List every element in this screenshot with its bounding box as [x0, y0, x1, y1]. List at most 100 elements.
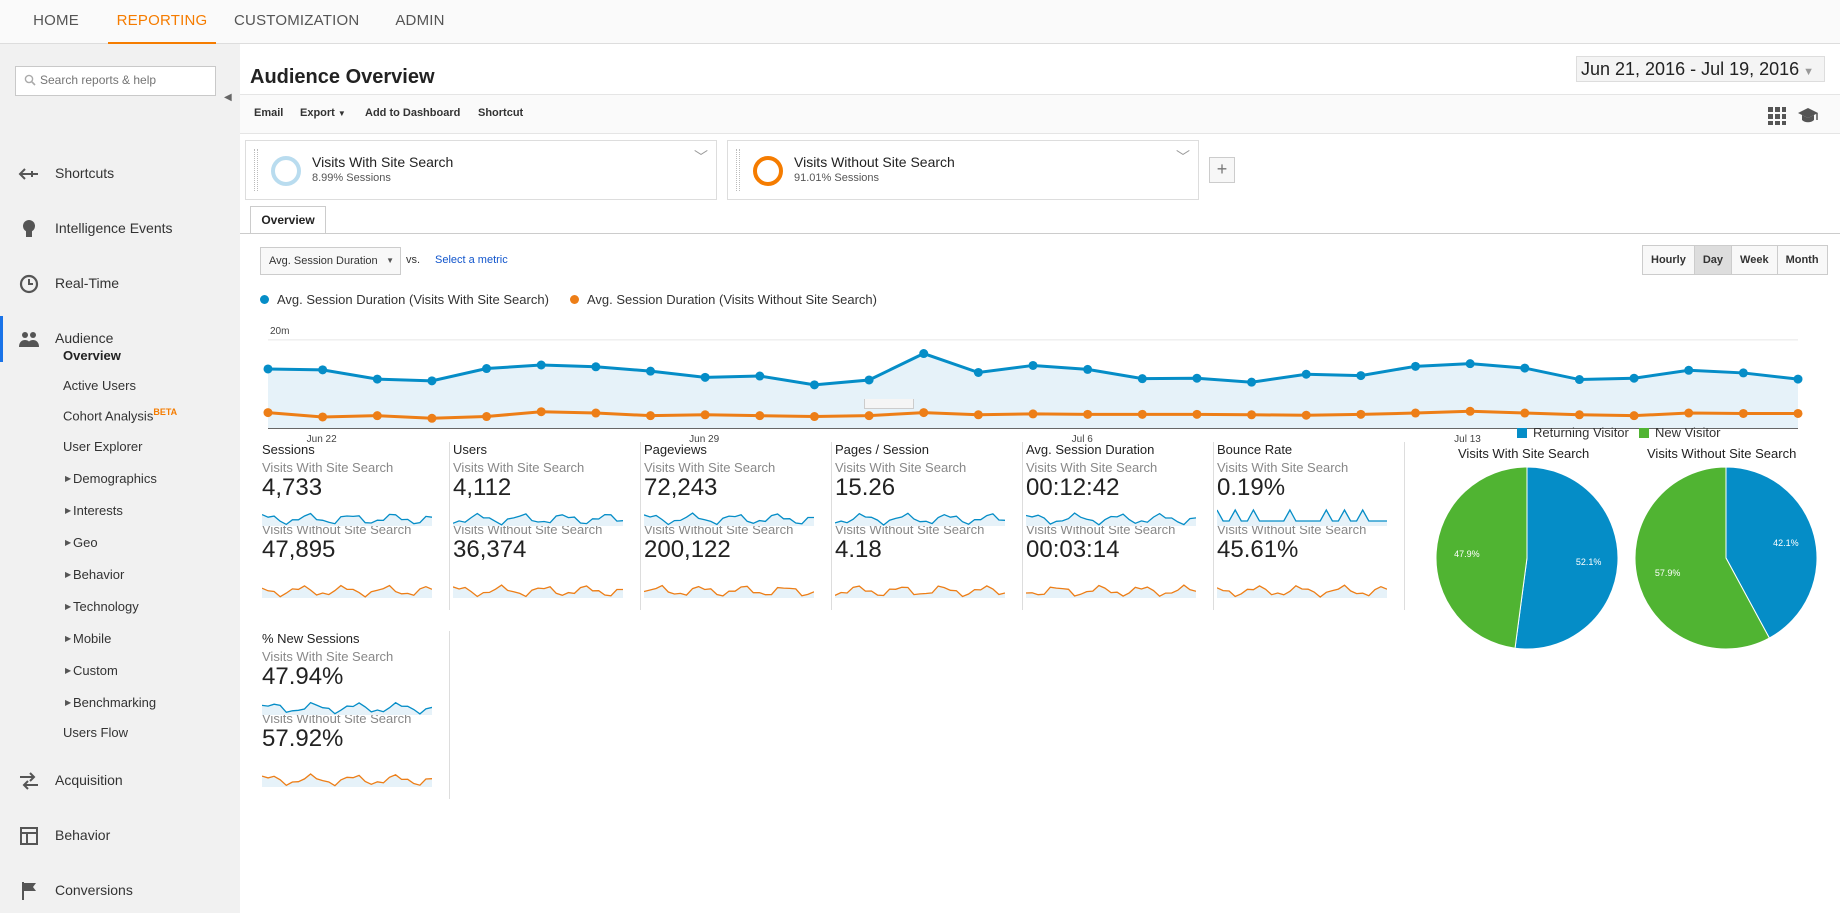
data-point[interactable]	[536, 360, 546, 370]
customize-grid-icon[interactable]	[1767, 106, 1787, 126]
chevron-down-icon[interactable]: ﹀	[694, 149, 708, 165]
sidebar-item-real-time[interactable]: Real-Time	[0, 261, 240, 307]
sidebar-subitem-custom[interactable]: ▶ Custom	[65, 663, 118, 678]
pie-slice-new[interactable]	[1435, 466, 1528, 649]
data-point[interactable]	[1137, 374, 1147, 384]
data-point[interactable]	[755, 411, 765, 421]
data-point[interactable]	[372, 374, 382, 384]
data-point[interactable]	[700, 410, 710, 420]
data-point[interactable]	[1629, 373, 1639, 383]
data-point[interactable]	[646, 366, 655, 376]
data-point[interactable]	[318, 412, 328, 422]
granularity-month-button[interactable]: Month	[1785, 254, 1819, 266]
add-segment-button[interactable]: +	[1209, 157, 1235, 183]
sidebar-subitem-demographics[interactable]: ▶ Demographics	[65, 471, 157, 486]
data-point[interactable]	[1465, 406, 1475, 416]
sidebar-subitem-user-explorer[interactable]: User Explorer	[63, 439, 143, 454]
sidebar-subitem-active-users[interactable]: Active Users	[63, 378, 136, 393]
data-point[interactable]	[973, 367, 983, 377]
data-point[interactable]	[1192, 373, 1202, 383]
data-point[interactable]	[1793, 374, 1803, 384]
data-point[interactable]	[864, 375, 874, 385]
metric-card[interactable]: % New Sessions Visits With Site Search 47.…	[260, 631, 450, 799]
data-point[interactable]	[973, 410, 983, 420]
data-point[interactable]	[591, 362, 601, 372]
metric-card[interactable]: Users Visits With Site Search 4,112 Visits …	[451, 442, 641, 610]
data-point[interactable]	[1411, 361, 1420, 371]
data-point[interactable]	[755, 371, 765, 381]
data-point[interactable]	[1738, 408, 1748, 418]
data-point[interactable]	[536, 407, 546, 417]
data-point[interactable]	[372, 411, 382, 421]
data-point[interactable]	[700, 372, 710, 382]
data-point[interactable]	[919, 349, 929, 359]
data-point[interactable]	[591, 408, 601, 418]
data-point[interactable]	[1083, 364, 1093, 374]
data-point[interactable]	[1028, 360, 1038, 370]
chart-resize-handle[interactable]	[864, 399, 914, 409]
data-point[interactable]	[919, 408, 929, 418]
chart-legend-item[interactable]: Avg. Session Duration (Visits Without Si…	[570, 292, 877, 307]
pie-slice-returning[interactable]	[1725, 466, 1818, 639]
chevron-down-icon[interactable]: ﹀	[1176, 149, 1190, 165]
sidebar-item-shortcuts[interactable]: Shortcuts	[0, 151, 240, 197]
segment-card-without-site-search[interactable]: Visits Without Site Search 91.01% Sessio…	[727, 140, 1199, 200]
data-point[interactable]	[809, 380, 819, 390]
shortcut-button[interactable]: Shortcut	[478, 107, 524, 119]
select-metric-link[interactable]: Select a metric	[435, 254, 508, 266]
data-point[interactable]	[809, 412, 819, 422]
data-point[interactable]	[1301, 369, 1311, 379]
sidebar-item-audience[interactable]: Audience	[0, 316, 240, 362]
sidebar-subitem-interests[interactable]: ▶ Interests	[65, 503, 123, 518]
data-point[interactable]	[482, 364, 492, 374]
data-point[interactable]	[1629, 411, 1639, 421]
email-button[interactable]: Email	[254, 107, 284, 119]
metric-select[interactable]: Avg. Session Duration ▼	[260, 247, 401, 275]
export-button[interactable]: Export ▼	[300, 107, 346, 119]
add-to-dashboard-button[interactable]: Add to Dashboard	[365, 107, 461, 119]
data-point[interactable]	[1411, 408, 1420, 418]
data-point[interactable]	[1356, 409, 1366, 419]
pie-slice-new[interactable]	[1634, 466, 1771, 650]
metric-card[interactable]: Sessions Visits With Site Search 4,733 Visi…	[260, 442, 450, 610]
sidebar-subitem-technology[interactable]: ▶ Technology	[65, 599, 139, 614]
metric-card[interactable]: Bounce Rate Visits With Site Search 0.19% V…	[1215, 442, 1405, 610]
data-point[interactable]	[263, 364, 273, 374]
data-point[interactable]	[1684, 408, 1694, 418]
data-point[interactable]	[1520, 363, 1530, 373]
data-point[interactable]	[318, 365, 328, 375]
data-point[interactable]	[1137, 409, 1147, 419]
date-range-picker[interactable]: Jun 21, 2016 - Jul 19, 2016 ▼	[1576, 56, 1826, 82]
sidebar-subitem-geo[interactable]: ▶ Geo	[65, 535, 98, 550]
data-point[interactable]	[1028, 409, 1038, 419]
data-point[interactable]	[1083, 409, 1093, 419]
tab-customization[interactable]: CUSTOMIZATION	[234, 12, 360, 29]
sidebar-subitem-users-flow[interactable]: Users Flow	[63, 725, 129, 740]
tab-overview[interactable]: Overview	[250, 206, 326, 234]
data-point[interactable]	[1356, 371, 1366, 381]
sidebar-subitem-overview[interactable]: Overview	[63, 348, 121, 363]
tab-admin[interactable]: ADMIN	[395, 12, 445, 29]
sidebar-item-conversions[interactable]: Conversions	[0, 868, 240, 914]
pie-slice-returning[interactable]	[1514, 466, 1619, 650]
drag-handle[interactable]	[254, 149, 258, 191]
sidebar-item-intelligence-events[interactable]: Intelligence Events	[0, 206, 240, 252]
collapse-sidebar-icon[interactable]: ◀	[224, 92, 232, 103]
sidebar-subitem-benchmarking[interactable]: ▶ Benchmarking	[65, 695, 156, 710]
sidebar-item-acquisition[interactable]: Acquisition	[0, 758, 240, 804]
sidebar-item-behavior[interactable]: Behavior	[0, 813, 240, 859]
data-point[interactable]	[1192, 409, 1202, 419]
sidebar-subitem-cohort-analysis[interactable]: Cohort AnalysisBETA	[63, 407, 177, 423]
search-box[interactable]	[15, 66, 216, 96]
sidebar-subitem-behavior[interactable]: ▶ Behavior	[65, 567, 124, 582]
data-point[interactable]	[1465, 359, 1475, 369]
data-point[interactable]	[1574, 375, 1584, 385]
data-point[interactable]	[1738, 368, 1748, 378]
metric-card[interactable]: Pages / Session Visits With Site Search 15…	[833, 442, 1023, 610]
data-point[interactable]	[1520, 408, 1530, 418]
metric-card[interactable]: Pageviews Visits With Site Search 72,243 Vi…	[642, 442, 832, 610]
data-point[interactable]	[1247, 377, 1257, 387]
granularity-day-button[interactable]: Day	[1694, 246, 1733, 274]
data-point[interactable]	[646, 411, 655, 421]
granularity-week-button[interactable]: Week	[1732, 246, 1778, 274]
